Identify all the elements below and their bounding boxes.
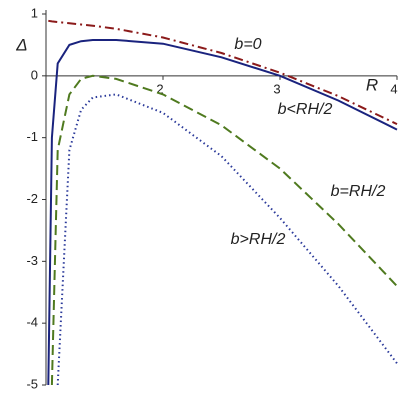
x-tick-label: 3 — [273, 81, 280, 96]
y-axis-title: Δ — [15, 35, 27, 54]
series-label: b=RH/2 — [331, 183, 386, 200]
x-tick-label: 2 — [156, 81, 163, 96]
y-tick-label: -1 — [26, 129, 38, 144]
series-line — [47, 39, 398, 386]
y-tick-label: 0 — [31, 67, 38, 82]
series-label: b>RH/2 — [231, 231, 286, 248]
x-axis-title: R — [366, 75, 378, 94]
series-line — [56, 93, 398, 386]
y-tick-label: -5 — [26, 376, 38, 391]
series-label: b=0 — [234, 36, 261, 53]
y-tick-label: -2 — [26, 191, 38, 206]
x-tick-label: 4 — [390, 81, 397, 96]
y-tick-label: 1 — [31, 5, 38, 20]
y-tick-label: -3 — [26, 253, 38, 268]
series-line — [50, 74, 398, 386]
series-label: b<RH/2 — [278, 101, 333, 118]
series-line — [48, 19, 398, 126]
y-tick-label: -4 — [26, 315, 38, 330]
